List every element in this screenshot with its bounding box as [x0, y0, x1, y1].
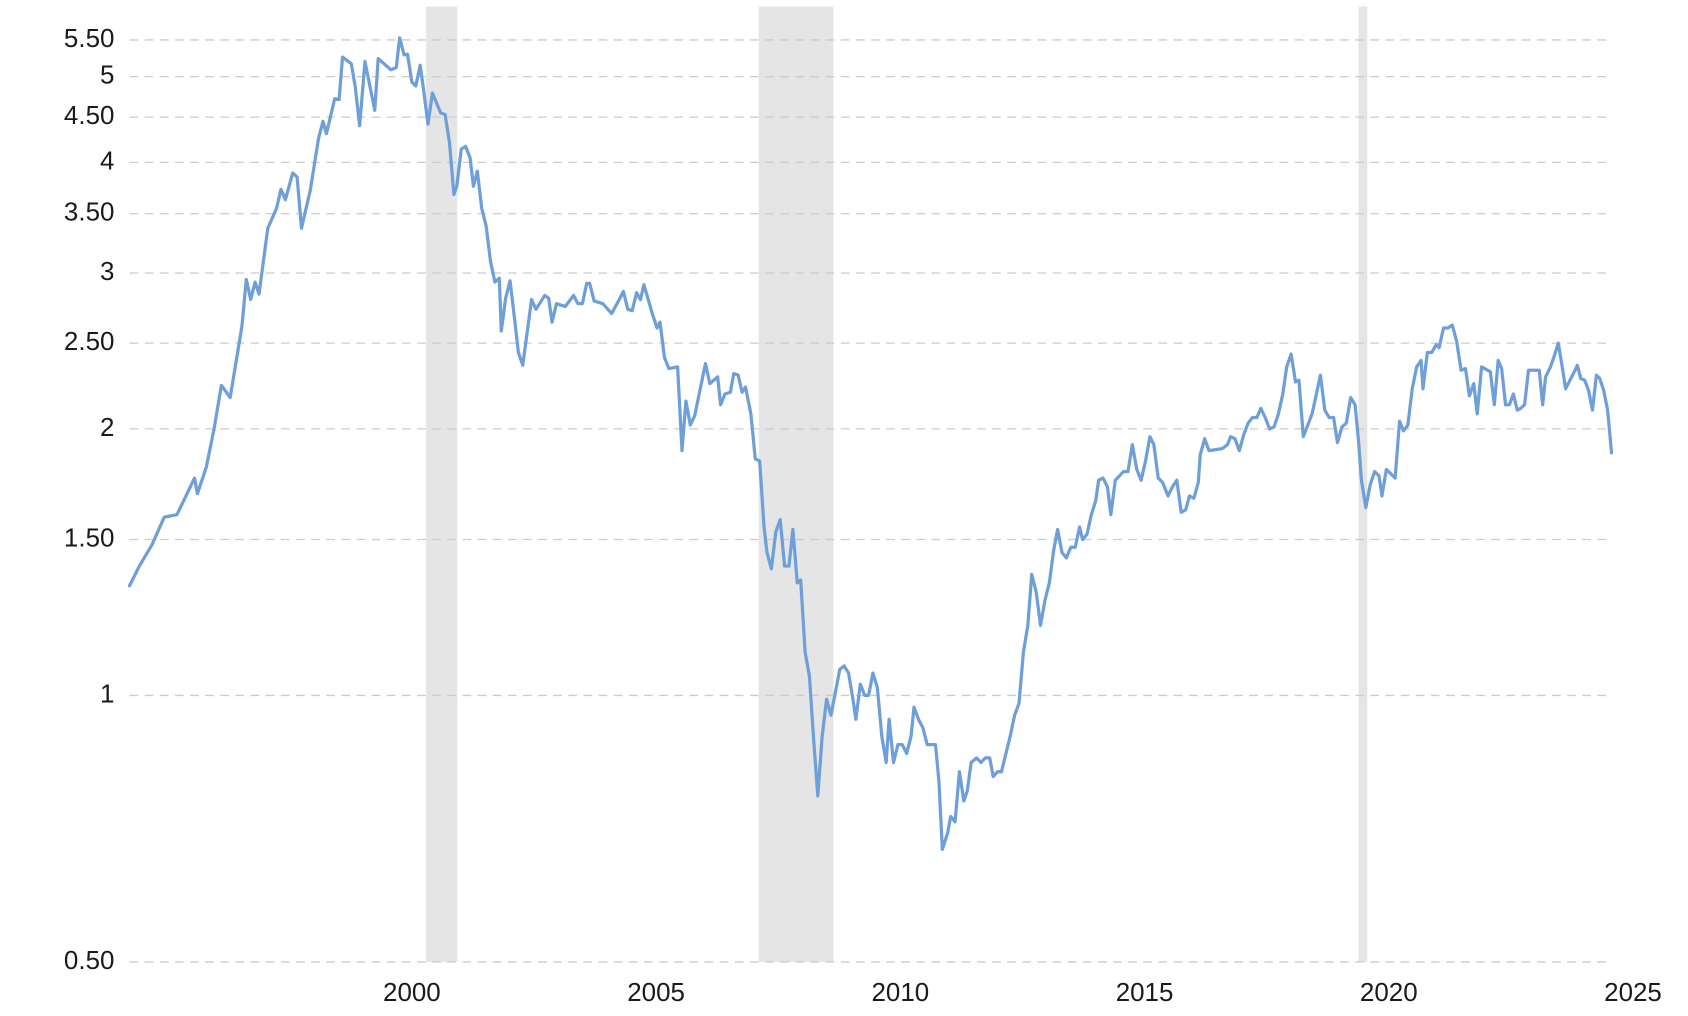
y-tick-label: 2: [100, 414, 114, 442]
y-tick-label: 4: [100, 147, 114, 175]
line-layer: [127, 36, 1614, 852]
y-tick-label: 1.50: [64, 524, 114, 552]
x-tick-label: 2005: [627, 979, 685, 1007]
recession-layer: [426, 6, 1368, 962]
x-tick-label: 2015: [1116, 979, 1174, 1007]
y-tick-label: 5: [100, 61, 114, 89]
y-tick-label: 5.50: [64, 25, 114, 53]
label-layer: 0.50 1 1.50 2 2.50 3 3.50 4 4.50 5 5.50 2000 2005 201…: [64, 25, 1662, 1007]
x-tick-label: 2020: [1360, 979, 1418, 1007]
x-tick-label: 2000: [383, 979, 441, 1007]
recession-band: [426, 6, 458, 962]
y-tick-label: 2.50: [64, 328, 114, 356]
x-tick-label: 2010: [871, 979, 929, 1007]
y-tick-label: 4.50: [64, 102, 114, 130]
data-line: [127, 36, 1614, 852]
x-tick-label: 2025: [1604, 979, 1662, 1007]
y-tick-label: 3.50: [64, 199, 114, 227]
y-tick-label: 1: [100, 680, 114, 708]
y-tick-label: 0.50: [64, 947, 114, 975]
recession-band: [758, 6, 834, 962]
y-tick-label: 3: [100, 258, 114, 286]
grid-layer: [129, 39, 1608, 963]
